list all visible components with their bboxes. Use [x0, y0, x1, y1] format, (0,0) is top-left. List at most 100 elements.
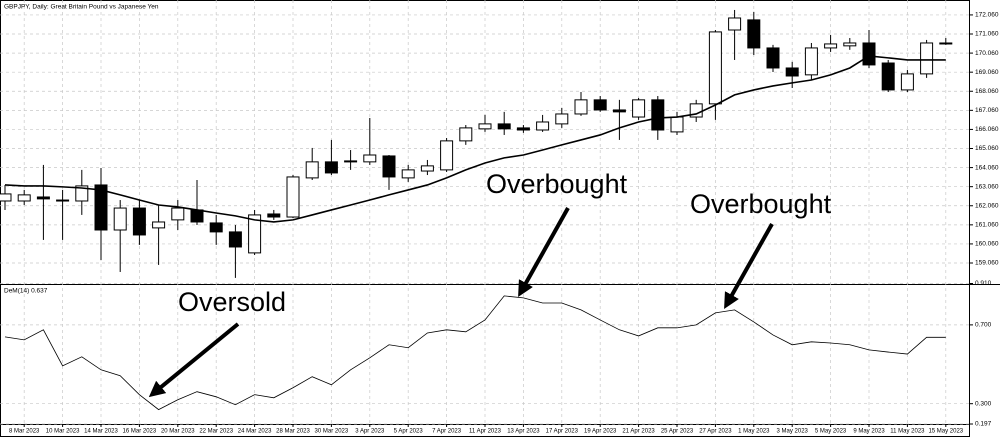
y-tick-label: 167.060	[975, 107, 999, 114]
annotation: Overbought	[486, 169, 628, 199]
y-tick-label: 162.060	[975, 202, 999, 209]
candle-body	[651, 99, 665, 131]
annotation-arrow	[724, 223, 774, 309]
x-tick-label: 5 May 2023	[815, 429, 847, 435]
y-tick-label: 165.060	[975, 145, 999, 152]
x-tick-label: 17 Apr 2023	[546, 429, 579, 435]
indicator-line	[4, 295, 946, 411]
candle-body	[267, 213, 281, 218]
candle-body	[670, 116, 684, 133]
candle-body	[766, 47, 780, 69]
x-tick-label: 1 May 2023	[738, 429, 770, 435]
annotation-arrow	[148, 322, 240, 398]
candle-body	[344, 160, 358, 163]
x-tick-label: 27 Apr 2023	[699, 429, 732, 435]
candle-body	[939, 42, 953, 45]
y-tick-label: 168.060	[975, 88, 999, 95]
x-tick-label: 5 Apr 2023	[394, 429, 424, 435]
y-tick-label: 161.060	[975, 222, 999, 229]
candle-body	[152, 221, 166, 229]
y-tick-label: 0.700	[975, 322, 992, 329]
candle-body	[824, 43, 838, 49]
x-tick-label: 7 Apr 2023	[432, 429, 462, 435]
candle-body	[94, 184, 108, 231]
x-tick-label: 28 Mar 2023	[276, 429, 310, 435]
candle-body	[728, 17, 742, 31]
candle-body	[497, 123, 511, 130]
candle-body	[612, 109, 626, 113]
y-tick-label: 0.910	[975, 280, 992, 287]
candle-body	[516, 127, 530, 131]
x-tick-label: 11 May 2023	[890, 429, 925, 435]
moving-average	[4, 55, 946, 223]
x-tick-label: 15 May 2023	[928, 429, 963, 435]
candle-body	[209, 222, 223, 233]
annotation: Oversold	[178, 287, 286, 317]
x-tick-label: 13 Apr 2023	[507, 429, 540, 435]
candle-body	[420, 165, 434, 172]
candle-body	[881, 62, 895, 91]
chart-title: GBPJPY, Daily: Great Britain Pound vs Ja…	[4, 4, 159, 11]
x-tick-label: 14 Mar 2023	[84, 429, 118, 435]
x-tick-label: 9 May 2023	[853, 429, 885, 435]
candle-body	[401, 169, 415, 179]
y-tick-label: 172.060	[975, 12, 999, 19]
y-tick-label: 170.060	[975, 50, 999, 57]
candle-body	[228, 231, 242, 248]
candle-body	[843, 42, 857, 47]
candle-body	[747, 19, 761, 49]
y-tick-label: 171.060	[975, 31, 999, 38]
candle-body	[286, 176, 300, 218]
candle-body	[593, 99, 607, 111]
y-tick-label: 159.060	[975, 260, 999, 267]
x-tick-label: 11 Apr 2023	[469, 429, 502, 435]
x-tick-label: 20 Mar 2023	[161, 429, 195, 435]
candle-body	[440, 140, 454, 171]
x-tick-label: 19 Apr 2023	[584, 429, 617, 435]
candle-body	[171, 207, 185, 221]
candle-body	[708, 31, 722, 105]
candle-body	[574, 99, 588, 115]
x-tick-label: 30 Mar 2023	[315, 429, 349, 435]
candle-body	[324, 161, 338, 174]
y-tick-label: 0.197	[975, 421, 992, 428]
indicator-title: DeM(14) 0.637	[4, 288, 48, 295]
x-tick-label: 25 Apr 2023	[661, 429, 694, 435]
x-tick-label: 16 Mar 2023	[123, 429, 157, 435]
candle-body	[862, 42, 876, 66]
x-tick-label: 22 Mar 2023	[199, 429, 233, 435]
x-tick-label: 8 Mar 2023	[9, 429, 40, 435]
candle-body	[190, 209, 204, 223]
x-tick-label: 10 Mar 2023	[46, 429, 80, 435]
candle-body	[305, 161, 319, 179]
candle-body	[920, 42, 934, 75]
y-tick-label: 166.060	[975, 126, 999, 133]
candle-body	[0, 193, 12, 202]
y-tick-label: 164.060	[975, 164, 999, 171]
candle-body	[36, 196, 50, 200]
y-tick-label: 169.060	[975, 69, 999, 76]
y-tick-label: 0.300	[975, 400, 992, 407]
candle-body	[113, 207, 127, 231]
candle-body	[900, 73, 914, 91]
candle-body	[804, 47, 818, 76]
candle-body	[382, 155, 396, 178]
candle-body	[632, 99, 646, 118]
annotation: Overbought	[690, 189, 832, 219]
candle-body	[17, 194, 31, 202]
y-tick-label: 160.060	[975, 241, 999, 248]
candle-body	[555, 113, 569, 125]
candle-body	[132, 207, 146, 236]
candle-body	[56, 199, 70, 202]
candle-body	[363, 154, 377, 163]
candle-body	[459, 127, 473, 142]
candle-body	[785, 67, 799, 77]
annotation-arrow	[518, 207, 570, 297]
x-tick-label: 3 Apr 2023	[355, 429, 385, 435]
candle-body	[75, 185, 89, 202]
candle-body	[536, 121, 550, 131]
x-tick-label: 3 May 2023	[777, 429, 809, 435]
x-tick-label: 24 Mar 2023	[238, 429, 272, 435]
y-tick-label: 163.060	[975, 183, 999, 190]
